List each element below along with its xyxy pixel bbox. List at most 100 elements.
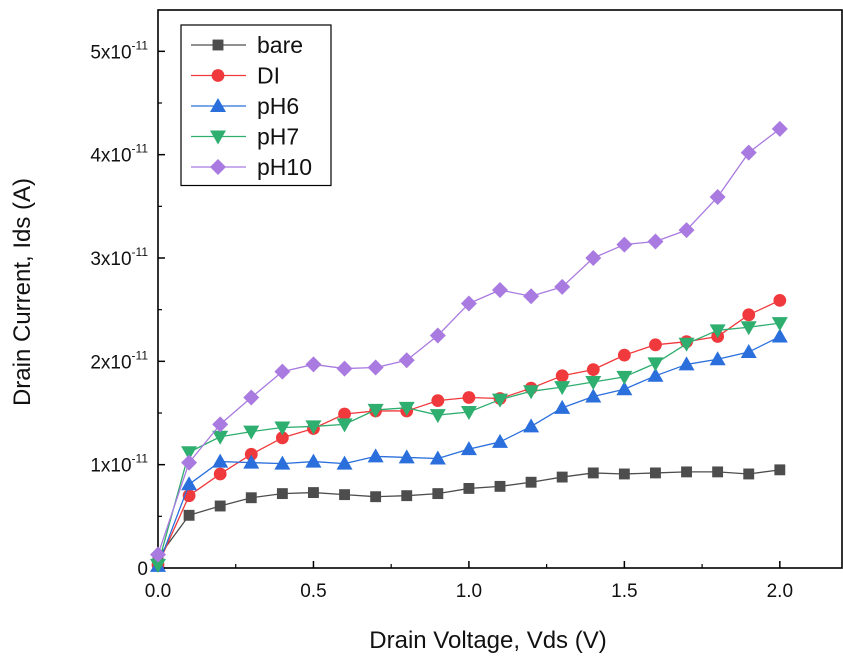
data-point-ph7 (150, 558, 166, 573)
data-point-di (338, 407, 351, 421)
data-point-ph6 (243, 454, 260, 469)
data-point-ph10 (212, 416, 229, 433)
data-point-bare (712, 466, 724, 478)
legend-marker (210, 98, 226, 112)
series-ph6 (150, 328, 788, 572)
data-point-di (462, 391, 476, 404)
legend-label: pH7 (257, 124, 299, 150)
data-point-ph6 (740, 344, 757, 359)
legend-item-bare: bare (191, 32, 303, 58)
data-point-ph6 (181, 476, 198, 491)
data-point-ph6 (678, 356, 695, 371)
legend-marker (210, 159, 226, 175)
data-point-bare (276, 488, 288, 500)
data-point-ph7 (554, 381, 571, 396)
data-point-ph7 (616, 370, 633, 385)
data-point-di (244, 447, 258, 461)
data-point-ph7 (647, 357, 664, 372)
data-point-ph7 (709, 324, 726, 339)
data-point-di (586, 363, 600, 376)
x-tick-label: 2.0 (767, 581, 793, 602)
data-point-ph7 (336, 418, 353, 433)
data-point-ph7 (367, 403, 384, 418)
data-point-ph7 (181, 446, 198, 461)
data-point-bare (339, 489, 350, 501)
data-point-bare (432, 488, 444, 500)
x-axis-title: Drain Voltage, Vds (V) (369, 627, 606, 654)
series-layer (150, 120, 788, 573)
data-point-bare (556, 471, 568, 483)
data-point-ph6 (771, 328, 788, 343)
data-point-bare (587, 467, 599, 479)
data-point-ph6 (554, 399, 571, 414)
data-point-di (213, 467, 227, 481)
legend-item-di: DI (191, 63, 280, 89)
data-point-ph10 (678, 222, 695, 239)
data-point-ph10 (647, 233, 664, 250)
y-axis: 0 1x10-11 2x10-11 3x10-11 4x10-11 5x10-11 (90, 38, 165, 580)
data-point-ph7 (585, 376, 602, 390)
data-point-ph6 (398, 449, 415, 464)
legend-item-ph6: pH6 (191, 93, 299, 119)
y-axis-title: Drain Current, Ids (A) (9, 178, 36, 406)
data-point-ph6 (523, 418, 540, 433)
data-point-ph10 (554, 278, 571, 295)
x-tick-label: 0.0 (145, 581, 171, 602)
data-point-ph10 (150, 546, 166, 563)
series-ph10 (150, 120, 788, 563)
data-point-ph7 (740, 321, 757, 336)
data-point-di (649, 338, 662, 352)
data-point-ph6 (709, 351, 726, 366)
plot-border (157, 9, 843, 569)
data-point-bare (618, 468, 630, 480)
data-point-ph7 (771, 317, 788, 332)
data-point-ph6 (585, 388, 602, 403)
legend-label: pH10 (257, 154, 312, 180)
data-point-ph6 (367, 448, 384, 463)
data-point-di (275, 431, 289, 445)
data-point-bare (681, 466, 692, 478)
x-axis: 0.0 0.5 1.0 1.5 2.0 (145, 561, 793, 602)
data-point-bare (214, 500, 226, 512)
data-point-ph6 (274, 455, 291, 470)
x-tick-label: 1.0 (456, 581, 482, 602)
data-point-ph7 (305, 420, 322, 435)
y-tick-label: 0 (137, 559, 148, 580)
data-point-ph6 (212, 453, 229, 468)
series-ph7 (150, 317, 788, 573)
data-point-bare (525, 476, 537, 488)
data-point-ph10 (398, 352, 415, 369)
series-bare (152, 464, 786, 564)
y-tick-label: 5x10-11 (90, 38, 148, 63)
data-point-ph10 (460, 295, 477, 312)
data-point-ph10 (274, 363, 291, 380)
data-point-ph10 (367, 359, 384, 376)
data-point-di (617, 348, 631, 362)
legend-box (180, 24, 332, 187)
data-point-ph10 (181, 454, 198, 471)
data-point-bare (774, 464, 786, 476)
legend-label: DI (257, 63, 280, 89)
data-point-ph7 (492, 393, 508, 408)
data-point-di (555, 369, 569, 383)
data-point-ph7 (460, 405, 477, 420)
legend-marker (212, 39, 224, 51)
data-point-ph10 (429, 327, 446, 344)
legend-label: pH6 (257, 93, 299, 119)
legend-label: bare (257, 32, 303, 58)
data-point-ph7 (523, 385, 540, 400)
data-point-bare (650, 467, 661, 479)
data-point-di (742, 308, 756, 322)
data-point-ph10 (305, 356, 322, 373)
legend-marker (211, 69, 225, 82)
data-point-bare (401, 490, 413, 502)
data-point-di (773, 293, 787, 307)
data-point-bare (308, 487, 319, 499)
data-point-ph10 (523, 288, 540, 305)
data-point-bare (494, 480, 506, 492)
y-tick-label: 2x10-11 (90, 348, 148, 373)
data-point-ph10 (243, 389, 260, 406)
data-point-ph7 (678, 337, 695, 352)
data-point-ph10 (709, 189, 726, 206)
data-point-bare (463, 482, 475, 494)
